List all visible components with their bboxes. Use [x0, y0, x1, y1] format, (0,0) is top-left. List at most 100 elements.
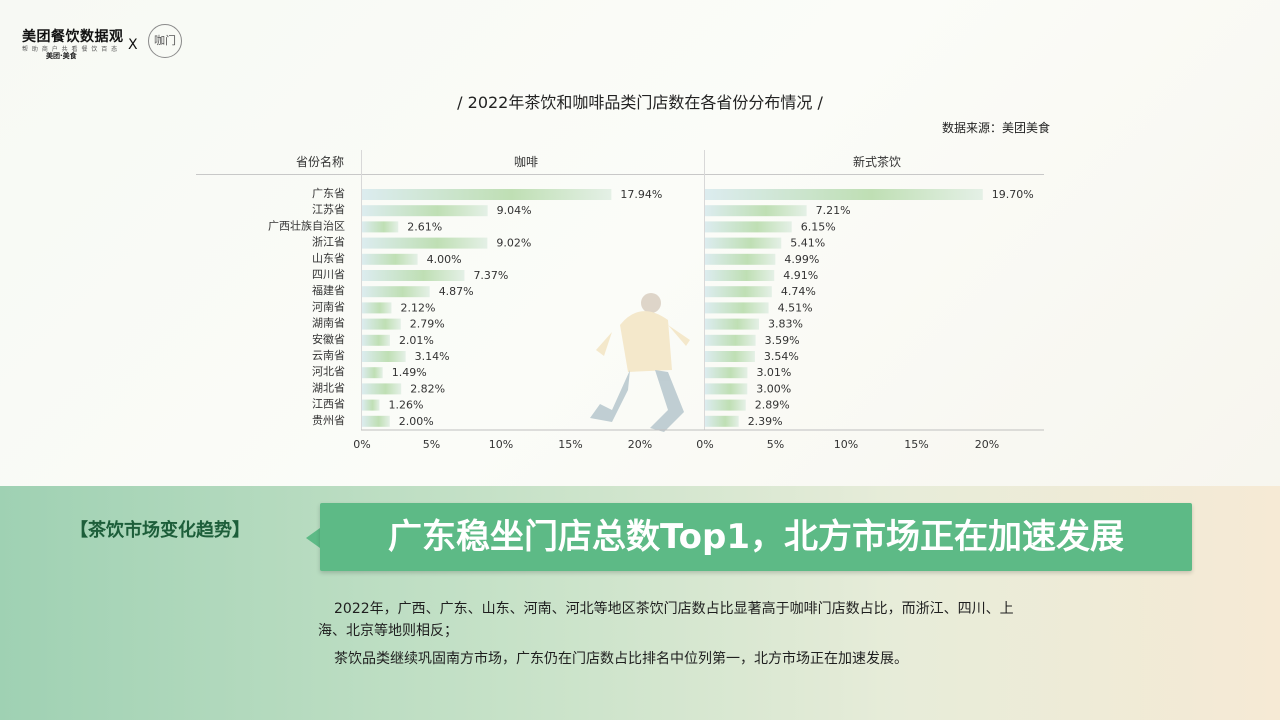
- data-label: 5.41%: [790, 237, 825, 250]
- category-label: 山东省: [312, 252, 345, 265]
- bar: [705, 237, 782, 249]
- bar: [705, 221, 792, 233]
- data-label: 2.39%: [748, 415, 783, 428]
- bar: [705, 286, 772, 298]
- data-label: 4.00%: [427, 253, 462, 266]
- coffee-chart: 广东省江苏省广西壮族自治区浙江省山东省四川省福建省河南省湖南省安徽省云南省河北省…: [268, 187, 662, 451]
- bar: [705, 205, 807, 217]
- category-label: 湖南省: [312, 317, 345, 330]
- data-label: 7.37%: [473, 269, 508, 282]
- data-label: 7.21%: [816, 204, 851, 217]
- bar: [362, 189, 612, 200]
- tea-chart: 19.70% 7.21% 6.15% 5.41% 4.99% 4.91% 4.74% 4.51…: [696, 188, 1033, 451]
- bar-charts: 广东省江苏省广西壮族自治区浙江省山东省四川省福建省河南省湖南省安徽省云南省河北省…: [268, 187, 1044, 451]
- section-tag: 【茶饮市场变化趋势】: [70, 520, 250, 541]
- paragraph-1: 2022年，广西、广东、山东、河南、河北等地区茶饮门店数占比显著高于咖啡门店数占…: [318, 601, 1014, 639]
- bar: [362, 318, 401, 330]
- data-label: 4.74%: [781, 285, 816, 298]
- data-label: 4.51%: [778, 301, 813, 314]
- data-source: 数据来源：美团美食: [941, 121, 1050, 135]
- data-label: 4.87%: [439, 285, 474, 298]
- category-label: 贵州省: [312, 414, 345, 427]
- data-label: 9.02%: [496, 237, 531, 250]
- bar: [705, 383, 748, 395]
- data-label: 1.26%: [389, 399, 424, 412]
- headline-box: [320, 503, 1192, 571]
- x-tick-label: 15%: [558, 438, 582, 451]
- data-label: 19.70%: [992, 188, 1034, 201]
- bar: [705, 415, 739, 427]
- bar: [362, 367, 383, 379]
- logo-title: 美团餐饮数据观: [22, 29, 124, 45]
- bar: [705, 189, 983, 200]
- x-tick-label: 10%: [834, 438, 858, 451]
- bar: [705, 334, 756, 346]
- headline: 广东稳坐门店总数Top1，北方市场正在加速发展: [387, 517, 1125, 557]
- category-label: 江西省: [312, 398, 345, 411]
- data-label: 3.59%: [765, 334, 800, 347]
- data-label: 3.01%: [756, 366, 791, 379]
- logo-subtitle: 帮 助 商 户 共 看 餐 饮 百 态: [22, 46, 119, 53]
- data-label: 3.83%: [768, 318, 803, 331]
- category-label: 河南省: [312, 300, 345, 313]
- logo-meituan: 美团·美食: [46, 52, 77, 60]
- category-label: 湖北省: [312, 381, 345, 394]
- header-divider: [196, 174, 1044, 175]
- headline-pointer: [306, 528, 320, 548]
- bar: [362, 351, 406, 362]
- x-tick-label: 15%: [904, 438, 928, 451]
- bar: [362, 399, 380, 411]
- data-label: 3.14%: [415, 350, 450, 363]
- data-label: 2.89%: [755, 399, 790, 412]
- bar: [362, 383, 402, 395]
- category-label: 河北省: [312, 365, 345, 378]
- data-label: 3.00%: [756, 382, 791, 395]
- runner-illustration: [590, 293, 690, 432]
- data-label: 1.49%: [392, 366, 427, 379]
- bar: [705, 367, 748, 379]
- data-label: 6.15%: [801, 220, 836, 233]
- category-label: 广西壮族自治区: [268, 218, 345, 232]
- bar: [362, 205, 488, 217]
- x-tick-label: 10%: [489, 438, 513, 451]
- x-tick-label: 0%: [696, 438, 713, 451]
- x-tick-label: 20%: [975, 438, 999, 451]
- category-label: 浙江省: [312, 236, 345, 249]
- bar: [362, 221, 399, 233]
- bar: [362, 237, 488, 249]
- bar: [362, 415, 390, 427]
- bar: [362, 253, 418, 265]
- x-tick-label: 5%: [767, 438, 784, 451]
- partner-logo: 咖门: [148, 24, 182, 58]
- data-label: 2.82%: [410, 382, 445, 395]
- header-tea: 新式茶饮: [853, 155, 902, 169]
- paragraph-2: 茶饮品类继续巩固南方市场，广东仍在门店数占比排名中位列第一，北方市场正在加速发展…: [334, 651, 908, 667]
- bar: [362, 302, 392, 314]
- data-label: 2.12%: [400, 301, 435, 314]
- logo-cross: X: [128, 37, 138, 53]
- bar: [705, 351, 755, 362]
- data-label: 2.00%: [399, 415, 434, 428]
- category-label: 江苏省: [312, 203, 345, 216]
- x-tick-label: 0%: [353, 438, 370, 451]
- header-province: 省份名称: [296, 155, 345, 169]
- x-tick-label: 5%: [423, 438, 440, 451]
- data-label: 9.04%: [497, 204, 532, 217]
- category-label: 四川省: [312, 268, 345, 281]
- data-label: 2.79%: [410, 318, 445, 331]
- data-label: 4.99%: [784, 253, 819, 266]
- data-label: 2.01%: [399, 334, 434, 347]
- column-separator: [704, 150, 705, 430]
- bar: [705, 270, 775, 281]
- bar: [705, 302, 769, 314]
- category-label: 安徽省: [312, 332, 345, 346]
- data-label: 4.91%: [783, 269, 818, 282]
- bar: [705, 399, 746, 411]
- bar: [362, 270, 465, 281]
- data-label: 3.54%: [764, 350, 799, 363]
- chart-title: / 2022年茶饮和咖啡品类门店数在各省份分布情况 /: [457, 93, 823, 112]
- header-coffee: 咖啡: [514, 155, 539, 169]
- category-label: 广东省: [312, 187, 345, 200]
- column-separator: [361, 150, 362, 430]
- category-label: 云南省: [312, 349, 345, 362]
